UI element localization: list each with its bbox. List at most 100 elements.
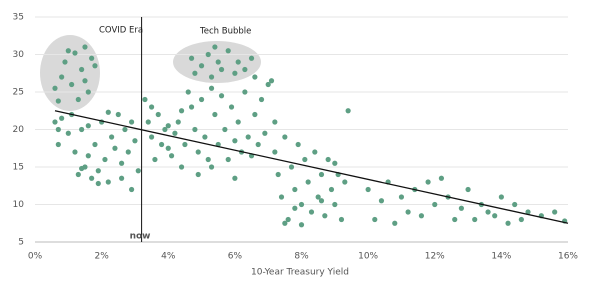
point [205, 156, 211, 163]
point [272, 119, 278, 125]
point [342, 179, 348, 185]
point [215, 59, 221, 65]
point [425, 179, 431, 185]
point [432, 201, 438, 208]
point [155, 111, 161, 118]
point [202, 134, 208, 140]
annotation: COVID Era [99, 26, 143, 36]
point [105, 109, 111, 115]
point [552, 209, 558, 215]
point [105, 179, 111, 185]
point [258, 96, 265, 103]
point [109, 134, 115, 140]
x-tick-label: 10% [358, 252, 378, 262]
point [298, 201, 305, 208]
point [312, 149, 318, 155]
x-tick-label: 0% [28, 252, 43, 262]
point [198, 96, 205, 103]
trend-line [54, 110, 569, 224]
point [492, 213, 498, 219]
point [129, 186, 135, 193]
y-tick-label: 20 [13, 125, 25, 135]
point [119, 160, 125, 166]
point [75, 96, 81, 103]
point [465, 186, 471, 193]
point [322, 213, 328, 219]
point [505, 220, 511, 226]
x-tick-label: 16% [558, 252, 578, 262]
point [378, 198, 385, 204]
point [315, 194, 321, 200]
point [85, 89, 91, 95]
point [178, 164, 185, 170]
point [228, 104, 235, 110]
point [232, 175, 238, 181]
point [59, 115, 65, 121]
point [212, 111, 218, 118]
point [79, 165, 85, 172]
point [218, 93, 225, 99]
covid-highlight [40, 35, 100, 111]
point [245, 134, 251, 140]
point [512, 201, 518, 208]
point [332, 160, 338, 166]
point [318, 171, 325, 178]
point [65, 48, 71, 54]
point [345, 108, 351, 114]
point [172, 130, 178, 136]
annotation: Tech Bubble [199, 27, 251, 37]
y-tick-label: 5 [18, 238, 24, 248]
point [302, 156, 308, 163]
point [52, 85, 58, 91]
point [275, 171, 281, 178]
y-tick-label: 15 [13, 163, 24, 173]
point [278, 194, 285, 200]
point [208, 74, 215, 80]
point [178, 108, 185, 114]
point [255, 141, 261, 148]
point [92, 141, 98, 148]
point [295, 141, 301, 148]
point [69, 81, 75, 88]
point [365, 186, 371, 193]
point [188, 55, 195, 61]
point [165, 145, 171, 151]
point [122, 126, 128, 133]
point [452, 216, 458, 223]
point [162, 126, 168, 133]
x-tick-label: 14% [491, 252, 511, 262]
point [115, 111, 121, 118]
y-tick-label: 10 [13, 200, 25, 210]
point [148, 104, 155, 110]
point [212, 44, 218, 50]
point [95, 168, 101, 174]
x-tick-label: 6% [228, 252, 243, 262]
point [85, 153, 91, 159]
point [325, 156, 331, 163]
point [298, 222, 305, 228]
point [55, 126, 61, 133]
point [438, 175, 445, 181]
point [112, 145, 118, 151]
point [398, 194, 405, 200]
point [205, 51, 211, 58]
point [248, 55, 255, 61]
point [252, 74, 258, 80]
point [158, 141, 165, 148]
x-axis-title: 10-Year Treasury Yield [251, 268, 349, 278]
point [142, 96, 148, 103]
y-tick-label: 30 [13, 50, 25, 60]
point [59, 74, 65, 80]
point [242, 66, 248, 73]
point [242, 89, 248, 95]
point [82, 78, 88, 84]
point [92, 63, 98, 69]
point [485, 209, 491, 215]
point [79, 66, 85, 73]
point [225, 156, 231, 163]
point [85, 123, 91, 129]
point [182, 141, 188, 148]
x-tick-label: 2% [94, 252, 109, 262]
point [198, 63, 205, 69]
point [95, 180, 101, 187]
